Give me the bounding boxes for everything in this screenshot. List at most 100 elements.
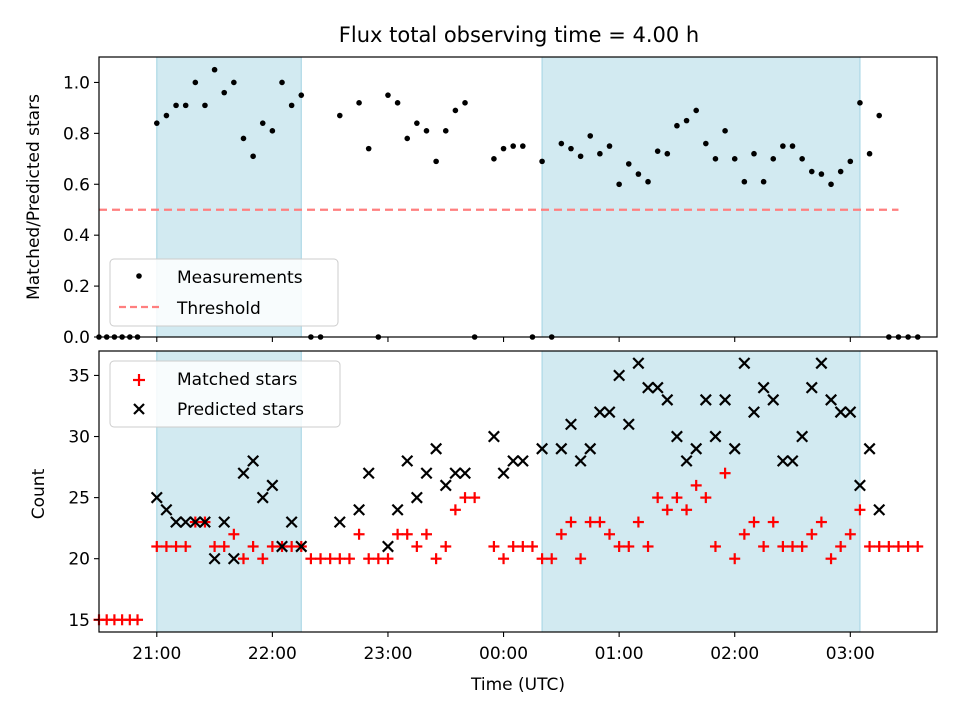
measurement-point [780,143,786,149]
predicted-star-point [362,467,375,480]
legend-predicted-label: Predicted stars [177,400,304,420]
matched-star-point [623,540,635,552]
matched-star-point [218,540,230,552]
measurement-point [654,148,661,154]
measurement-point [462,100,468,106]
top-y-ticks: 0.0 0.2 0.4 0.6 0.8 1.0 [63,73,99,348]
top-y-axis-label: Matched/Predicted stars [24,94,44,300]
measurement-point [404,135,411,142]
matched-star-point [912,540,924,552]
predicted-star-point [863,442,876,455]
matched-star-point [902,540,914,552]
predicted-star-point [420,467,433,480]
matched-star-point [787,540,799,552]
legend-threshold-label: Threshold [176,299,261,319]
measurement-point [269,128,276,134]
matched-star-point [343,553,355,565]
matched-star-point [815,516,827,528]
predicted-star-point [170,516,183,529]
predicted-star-point [401,454,414,467]
matched-star-point [247,540,259,552]
measurement-point [356,100,362,106]
measurement-point [231,79,237,86]
predicted-star-point [574,454,587,467]
predicted-star-point [295,540,308,553]
matched-star-point [257,553,269,565]
measurement-point [423,128,430,134]
measurement-point [259,120,266,126]
predicted-star-point [786,454,799,467]
predicted-star-point [593,406,606,419]
legend-predicted-marker [133,403,145,415]
measurement-point [693,107,699,114]
measurement-point [683,117,690,124]
measurement-point [616,181,622,188]
predicted-star-point [564,418,577,431]
matched-star-point [440,540,452,552]
measurement-point [818,171,825,177]
measurement-point [192,79,199,86]
predicted-star-point [584,442,597,455]
predicted-star-point [603,406,616,419]
bottom-y-ticks: 15 20 25 30 35 [68,366,99,631]
measurement-point [799,156,805,162]
predicted-star-point [748,406,760,419]
y-tick-label: 35 [68,366,90,386]
predicted-star-point [256,491,269,504]
legend-measurements-label: Measurements [177,268,303,288]
matched-star-point [575,553,587,565]
measurement-point [520,143,526,149]
matched-star-point [420,528,432,540]
bottom-panel: 15 20 25 30 35 21:00 22:00 23:00 00:00 01:00 02:0… [29,350,938,695]
predicted-star-point [699,393,712,406]
measurement-point [828,181,834,188]
matched-star-point [700,492,712,504]
x-tick-label: 02:00 [710,644,759,664]
matched-star-point [315,553,327,565]
measurement-point [433,158,439,165]
predicted-star-point [815,357,828,370]
matched-star-point [690,479,702,491]
matched-star-point [266,540,278,552]
y-tick-label: 25 [68,489,90,509]
matched-star-point [681,504,693,516]
matched-star-point [228,528,240,540]
matched-star-point [671,492,683,504]
matched-star-point [469,492,481,504]
matched-star-point [363,553,375,565]
predicted-star-point [247,454,260,467]
measurement-point [211,66,218,73]
measurement-point [337,112,343,119]
measurement-point [625,161,632,167]
predicted-star-point [497,467,510,480]
matched-star-point [604,528,616,540]
measurement-point [789,143,796,149]
matched-star-point [449,504,461,516]
measurement-point [808,168,815,175]
matched-star-point [237,553,249,565]
matched-star-point [565,516,577,528]
predicted-star-point [218,516,231,529]
matched-star-point [209,540,221,552]
bottom-x-ticks: 21:00 22:00 23:00 00:00 01:00 02:00 03:00 [132,632,875,664]
matched-star-point [488,540,500,552]
predicted-star-point [825,393,838,406]
matched-star-point [459,492,471,504]
y-tick-label: 20 [68,550,90,570]
measurement-point [712,156,719,162]
matched-star-point [305,553,317,565]
matched-star-point [132,614,144,626]
measurement-point [510,143,516,149]
measurement-point [385,92,391,98]
matched-star-point [382,553,394,565]
measurement-point [558,140,565,147]
measurement-point [645,178,651,185]
predicted-star-point [487,430,500,443]
top-legend-box [109,258,339,327]
top-shaded-bands [156,57,861,337]
predicted-star-point [853,479,866,492]
predicted-star-point [150,491,163,504]
shaded-band [542,351,860,632]
matched-star-point [758,540,770,552]
